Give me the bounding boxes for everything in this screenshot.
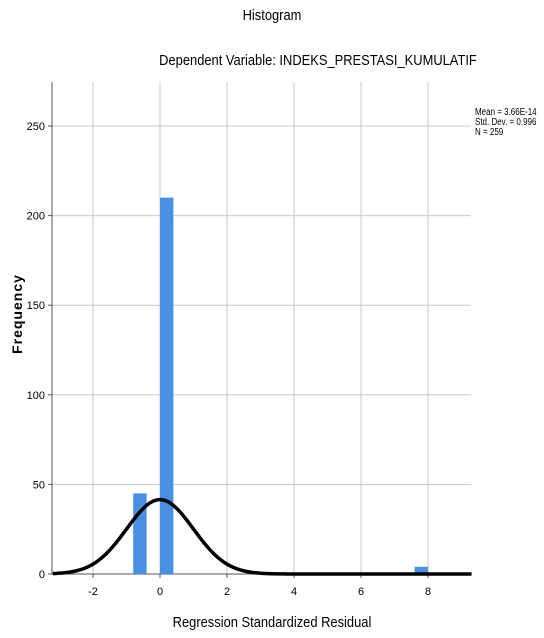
y-tick-label: 250 (27, 121, 45, 133)
stats-box: Mean = 3.66E-14 Std. Dev. = 0.996 N = 25… (475, 108, 537, 138)
x-tick-label: -2 (88, 586, 98, 598)
chart-title: Histogram (242, 7, 302, 24)
x-tick-label: 0 (157, 586, 163, 598)
normal-curve (52, 497, 472, 576)
y-tick-label: 150 (27, 300, 45, 312)
stats-mean: Mean = 3.66E-14 (475, 107, 537, 118)
x-axis-label: Regression Standardized Residual (172, 614, 372, 631)
stats-n: N = 259 (475, 127, 504, 138)
x-tick-label: 2 (224, 586, 230, 598)
x-tick-label: 8 (425, 586, 431, 598)
y-tick-label: 0 (39, 569, 45, 581)
histogram-bar (160, 197, 174, 574)
x-tick-label: 6 (358, 586, 364, 598)
y-tick-label: 100 (27, 390, 45, 402)
x-tick-label: 4 (291, 586, 297, 598)
y-tick-label: 50 (33, 479, 45, 491)
histogram-bar (414, 566, 428, 574)
plot-area (52, 82, 471, 574)
chart-subtitle: Dependent Variable: INDEKS_PRESTASI_KUMU… (159, 52, 477, 69)
y-tick-label: 200 (27, 211, 45, 223)
stats-std-dev: Std. Dev. = 0.996 (475, 117, 537, 128)
